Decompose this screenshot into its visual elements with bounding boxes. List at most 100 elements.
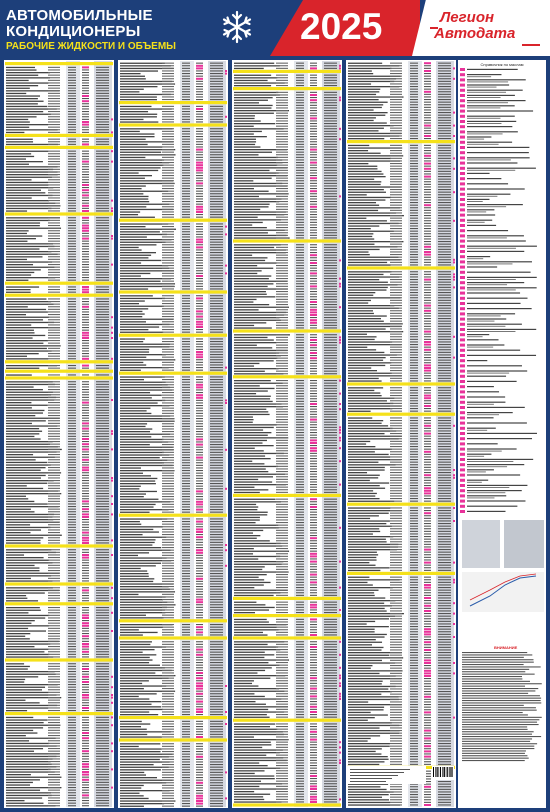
row-text <box>48 719 60 721</box>
row-text <box>82 340 89 342</box>
row-text <box>162 449 174 451</box>
row-text <box>82 141 89 143</box>
row-text <box>120 790 170 792</box>
row-text <box>196 624 203 626</box>
row-text <box>68 464 76 466</box>
row-text <box>48 433 60 435</box>
make-header-bar <box>119 619 227 623</box>
row-text <box>120 208 174 211</box>
row-text <box>162 748 174 750</box>
row-text <box>210 223 223 225</box>
row-text <box>182 185 190 187</box>
row-text <box>68 766 76 768</box>
row-text <box>96 609 109 611</box>
row-text <box>162 677 174 679</box>
row-text <box>210 774 223 776</box>
row-text <box>82 564 89 566</box>
row-text <box>210 367 223 369</box>
row-text <box>68 258 76 260</box>
row-text <box>6 620 35 622</box>
row-text <box>82 202 89 204</box>
row-text <box>6 129 58 131</box>
row-text <box>96 620 109 622</box>
row-text <box>6 477 41 479</box>
row-text <box>96 589 109 591</box>
row-text <box>96 694 109 696</box>
row-text <box>120 795 144 797</box>
row-text <box>210 206 223 208</box>
row-text <box>162 280 174 282</box>
row-text <box>96 301 109 303</box>
row-text <box>96 648 109 650</box>
row-text <box>210 67 223 69</box>
row-text <box>162 239 174 241</box>
row-text <box>210 418 223 420</box>
oil-code-badge <box>82 448 89 451</box>
row-text <box>162 164 174 166</box>
row-text <box>68 222 76 224</box>
row-text <box>96 597 109 599</box>
row-text <box>196 359 203 361</box>
row-text <box>96 389 109 391</box>
row-text <box>120 410 147 412</box>
row-text <box>6 303 54 305</box>
row-text <box>68 342 76 344</box>
row-text <box>310 79 317 81</box>
row-text <box>96 394 109 396</box>
row-text <box>6 138 33 140</box>
row-text <box>182 285 190 287</box>
row-text <box>196 493 203 495</box>
row-text <box>48 108 60 110</box>
row-text <box>162 241 174 243</box>
row-text <box>68 181 76 183</box>
row-text <box>120 446 173 448</box>
row-text <box>120 246 139 249</box>
row-text <box>68 640 76 642</box>
row-text <box>48 622 60 624</box>
row-text <box>82 150 89 152</box>
row-text <box>68 430 76 432</box>
row-text <box>310 82 317 84</box>
row-text <box>162 634 174 636</box>
row-text <box>162 423 174 425</box>
row-text <box>82 719 89 721</box>
row-text <box>210 528 223 530</box>
row-text <box>162 526 174 528</box>
row-text <box>6 197 32 199</box>
row-text <box>182 677 190 679</box>
row-text <box>6 279 29 281</box>
row-text <box>210 267 223 269</box>
row-text <box>68 456 76 458</box>
row-text <box>96 740 109 742</box>
row-text <box>6 727 44 729</box>
row-text <box>68 774 76 776</box>
row-text <box>210 428 223 430</box>
oil-code-badge <box>111 337 113 339</box>
row-text <box>82 200 89 202</box>
row-text <box>82 430 89 432</box>
row-text <box>210 777 223 779</box>
row-text <box>182 580 190 582</box>
row-text <box>196 300 203 302</box>
row-text <box>68 691 76 693</box>
row-text <box>6 217 60 219</box>
row-text <box>48 402 60 404</box>
row-text <box>162 267 174 269</box>
row-text <box>48 358 60 360</box>
row-text <box>182 464 190 466</box>
row-text <box>210 285 223 287</box>
row-text <box>96 805 109 807</box>
row-text <box>68 532 76 534</box>
row-text <box>68 511 76 513</box>
row-text <box>120 364 147 366</box>
row-text <box>6 737 56 739</box>
row-text <box>68 95 76 97</box>
row-text <box>82 163 89 165</box>
row-text <box>6 238 36 240</box>
row-text <box>120 488 140 490</box>
row-text <box>6 694 57 696</box>
row-text <box>196 498 203 500</box>
row-text <box>120 167 161 169</box>
row-text <box>48 256 60 258</box>
row-text <box>6 451 57 453</box>
